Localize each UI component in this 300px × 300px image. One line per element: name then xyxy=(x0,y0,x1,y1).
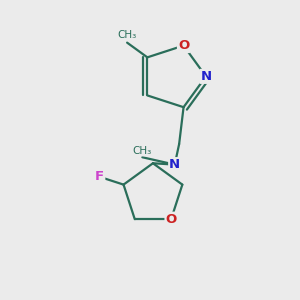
Text: N: N xyxy=(169,158,180,171)
Text: CH₃: CH₃ xyxy=(133,146,152,156)
Text: O: O xyxy=(166,213,177,226)
Text: O: O xyxy=(178,39,189,52)
Text: CH₃: CH₃ xyxy=(118,30,137,40)
Text: F: F xyxy=(95,170,104,183)
Text: N: N xyxy=(200,70,211,83)
